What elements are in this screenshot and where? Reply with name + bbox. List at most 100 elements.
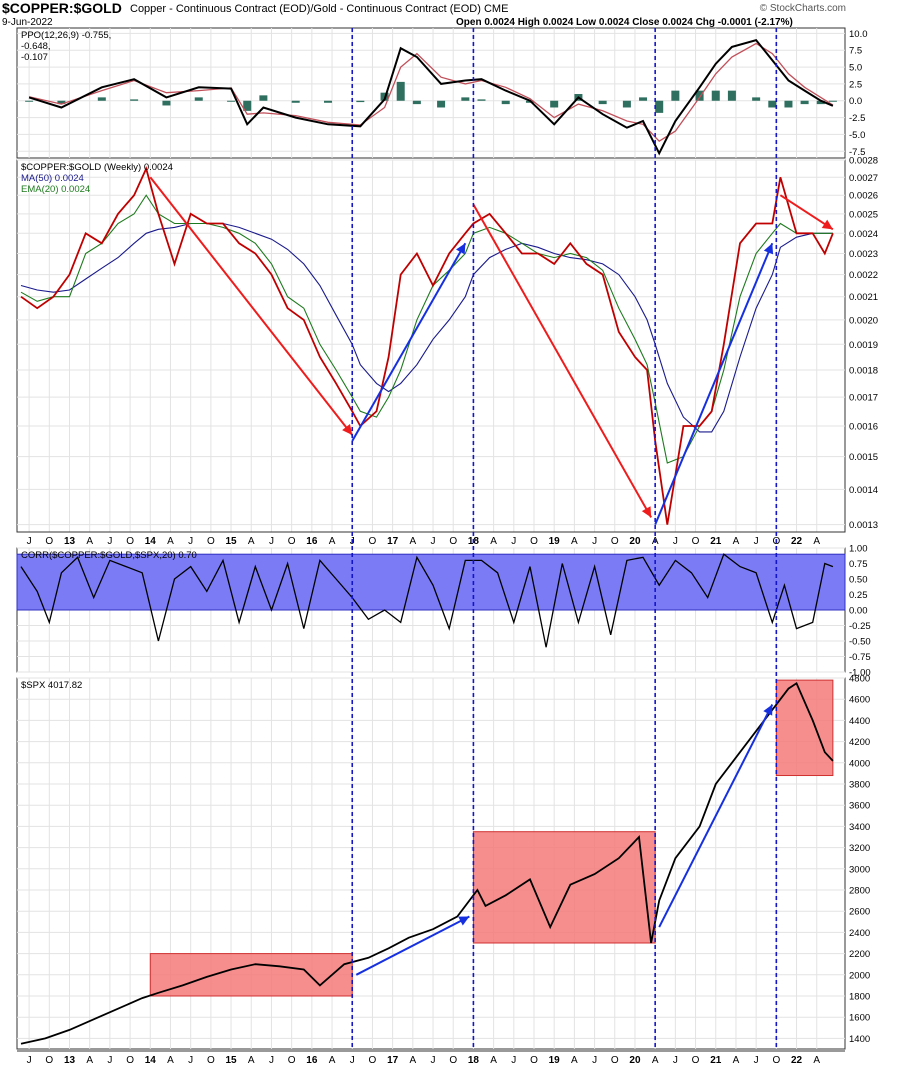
spx-ytick-label: 2200 bbox=[849, 949, 870, 960]
ratio-ytick-label: 0.0019 bbox=[849, 340, 878, 351]
ppo-histogram-bar bbox=[396, 81, 405, 101]
ratio-ytick-label: 0.0026 bbox=[849, 191, 878, 202]
corr-ytick-label: 1.00 bbox=[849, 544, 868, 555]
ratio-panel-frame bbox=[16, 159, 846, 533]
ratio-xtick-label: A bbox=[86, 536, 93, 547]
spx-xtick-label: J bbox=[754, 1055, 759, 1066]
ratio-ytick-label: 0.0024 bbox=[849, 229, 878, 240]
corr-ytick-label: 0.50 bbox=[849, 575, 868, 586]
ratio-trend-arrow-head bbox=[342, 423, 353, 435]
ratio-xtick-label: 14 bbox=[145, 536, 157, 547]
ratio-xtick-label: J bbox=[592, 536, 597, 547]
ratio-ytick-label: 0.0022 bbox=[849, 270, 878, 281]
spx-panel-frame bbox=[16, 677, 846, 1050]
ratio-trend-arrow bbox=[351, 242, 467, 442]
spx-xtick-label: J bbox=[592, 1055, 597, 1066]
spx-xtick-label: 13 bbox=[64, 1055, 76, 1066]
ratio-xtick-label: J bbox=[269, 536, 274, 547]
ratio-xtick-label: A bbox=[813, 536, 820, 547]
ratio-xtick-label: A bbox=[329, 536, 336, 547]
chart-symbol: $COPPER:$GOLD bbox=[2, 0, 122, 16]
ratio-xtick-label: J bbox=[107, 536, 112, 547]
ratio-ytick-label: 0.0013 bbox=[849, 520, 878, 531]
spx-xtick-label: J bbox=[431, 1055, 436, 1066]
ppo-histogram-bar bbox=[477, 99, 486, 101]
spx-xtick-label: J bbox=[511, 1055, 516, 1066]
ratio-xtick-label: J bbox=[511, 536, 516, 547]
ratio-trend-arrow-head bbox=[641, 506, 652, 518]
spx-ytick-label: 3200 bbox=[849, 843, 870, 854]
ppo-panel-frame bbox=[16, 27, 846, 159]
ppo-legend-entry: -0.648, bbox=[21, 41, 51, 52]
ratio-xtick-label: 13 bbox=[64, 536, 76, 547]
spx-xtick-label: J bbox=[673, 1055, 678, 1066]
ratio-xtick-label: O bbox=[45, 536, 53, 547]
ratio-xtick-label: O bbox=[126, 536, 134, 547]
ratio-xtick-label: O bbox=[369, 536, 377, 547]
ppo-histogram-bar bbox=[695, 90, 704, 101]
spx-trend-arrow-head bbox=[458, 916, 470, 926]
ratio-trend-arrow-head bbox=[821, 219, 833, 230]
ratio-ytick-label: 0.0023 bbox=[849, 249, 878, 260]
ratio-xtick-label: 16 bbox=[306, 536, 318, 547]
ratio-xtick-label: O bbox=[692, 536, 700, 547]
spx-ytick-label: 3000 bbox=[849, 864, 870, 875]
ratio-trend-arrow-head bbox=[763, 243, 774, 255]
corr-ytick-label: -0.50 bbox=[849, 637, 871, 648]
ppo-histogram-bar bbox=[598, 100, 607, 105]
spx-xtick-label: O bbox=[772, 1055, 780, 1066]
spx-xtick-label: 14 bbox=[145, 1055, 157, 1066]
spx-price-line bbox=[20, 681, 834, 1045]
ratio-ytick-label: 0.0021 bbox=[849, 292, 878, 303]
corr-ytick-label: -0.75 bbox=[849, 652, 871, 663]
spx-xtick-label: J bbox=[350, 1055, 355, 1066]
ratio-xtick-label: 19 bbox=[549, 536, 561, 547]
ppo-ytick-label: -5.0 bbox=[849, 130, 865, 141]
ratio-xtick-label: O bbox=[288, 536, 296, 547]
ratio-xtick-label: 21 bbox=[710, 536, 722, 547]
spx-ytick-label: 3800 bbox=[849, 780, 870, 791]
ppo-legend-entry: -0.107 bbox=[21, 52, 48, 63]
ppo-histogram-bar bbox=[711, 90, 720, 101]
spx-xtick-label: A bbox=[571, 1055, 578, 1066]
ratio-trend-arrow-head bbox=[456, 243, 466, 255]
ratio-xtick-label: J bbox=[431, 536, 436, 547]
corr-line bbox=[20, 553, 834, 648]
spx-xtick-label: O bbox=[288, 1055, 296, 1066]
corr-ytick-label: 0.25 bbox=[849, 590, 868, 601]
spx-legend-entry: $SPX 4017.82 bbox=[21, 680, 82, 691]
spx-trend-arrow-head bbox=[763, 704, 773, 716]
ppo-histogram-bar bbox=[227, 100, 236, 102]
ppo-histogram-bar bbox=[671, 90, 680, 101]
ratio-ytick-label: 0.0016 bbox=[849, 421, 878, 432]
ratio-xtick-label: A bbox=[248, 536, 255, 547]
ppo-histogram-bar bbox=[259, 95, 268, 101]
ratio-xtick-label: O bbox=[207, 536, 215, 547]
ratio-xtick-label: O bbox=[530, 536, 538, 547]
ratio-legend-entry: $COPPER:$GOLD (Weekly) 0.0024 bbox=[21, 162, 173, 173]
ppo-histogram-bar bbox=[768, 100, 777, 108]
ratio-xtick-label: O bbox=[611, 536, 619, 547]
ppo-histogram-bar bbox=[501, 100, 510, 105]
ppo-histogram-bar bbox=[291, 100, 300, 103]
spx-xtick-label: 15 bbox=[226, 1055, 238, 1066]
spx-xtick-label: O bbox=[207, 1055, 215, 1066]
ratio-xtick-label: A bbox=[167, 536, 174, 547]
ratio-ytick-label: 0.0017 bbox=[849, 393, 878, 404]
ppo-ytick-label: -2.5 bbox=[849, 113, 865, 124]
ppo-histogram-bar bbox=[639, 97, 648, 101]
ppo-histogram-bar bbox=[828, 100, 837, 102]
spx-xtick-label: 18 bbox=[468, 1055, 480, 1066]
ppo-legend-entry: PPO(12,26,9) -0.755, bbox=[21, 30, 111, 41]
corr-legend-entry: CORR($COPPER:$GOLD,$SPX,20) 0.70 bbox=[21, 550, 197, 561]
ratio-xtick-label: 22 bbox=[791, 536, 803, 547]
ppo-ytick-label: 5.0 bbox=[849, 63, 862, 74]
spx-xtick-label: O bbox=[611, 1055, 619, 1066]
ratio-xtick-label: J bbox=[754, 536, 759, 547]
spx-xtick-label: A bbox=[167, 1055, 174, 1066]
ratio-price-line bbox=[20, 165, 834, 525]
ratio-trend-arrow bbox=[654, 242, 774, 526]
ratio-trend-arrow bbox=[779, 194, 834, 231]
spx-xtick-label: J bbox=[27, 1055, 32, 1066]
